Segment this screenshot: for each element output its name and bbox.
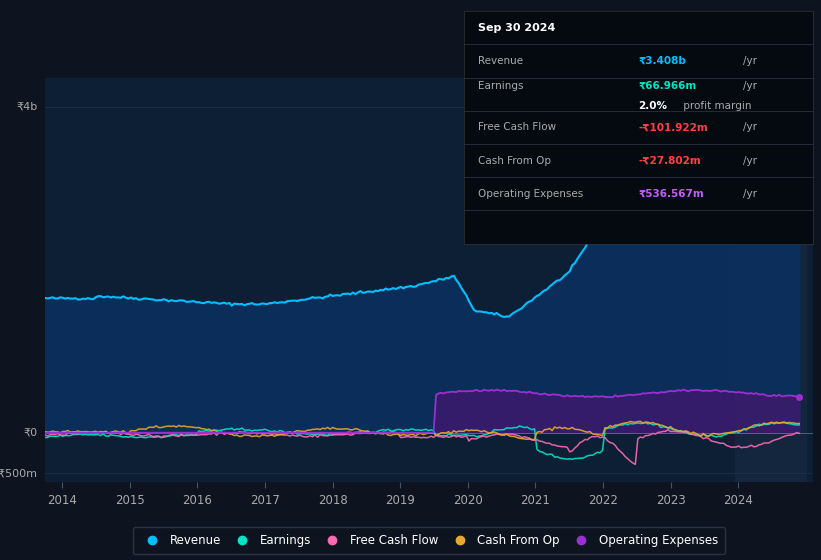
Text: /yr: /yr xyxy=(743,56,757,66)
Text: ₹3.408b: ₹3.408b xyxy=(639,56,686,66)
Text: -₹27.802m: -₹27.802m xyxy=(639,156,701,166)
Text: /yr: /yr xyxy=(743,123,757,132)
Text: profit margin: profit margin xyxy=(680,101,752,111)
Text: ₹66.966m: ₹66.966m xyxy=(639,81,696,91)
Text: Free Cash Flow: Free Cash Flow xyxy=(478,123,556,132)
Bar xyxy=(735,78,806,482)
Text: -₹500m: -₹500m xyxy=(0,469,38,478)
Text: /yr: /yr xyxy=(743,156,757,166)
Text: /yr: /yr xyxy=(743,81,757,91)
Text: 2.0%: 2.0% xyxy=(639,101,667,111)
Legend: Revenue, Earnings, Free Cash Flow, Cash From Op, Operating Expenses: Revenue, Earnings, Free Cash Flow, Cash … xyxy=(133,527,725,554)
Text: Revenue: Revenue xyxy=(478,56,523,66)
Text: ₹0: ₹0 xyxy=(23,428,38,438)
Text: ₹4b: ₹4b xyxy=(16,102,38,112)
Text: -₹101.922m: -₹101.922m xyxy=(639,123,708,132)
Text: Earnings: Earnings xyxy=(478,81,523,91)
Text: ₹536.567m: ₹536.567m xyxy=(639,189,704,199)
Text: Operating Expenses: Operating Expenses xyxy=(478,189,583,199)
Text: /yr: /yr xyxy=(743,189,757,199)
Text: Cash From Op: Cash From Op xyxy=(478,156,551,166)
Text: Sep 30 2024: Sep 30 2024 xyxy=(478,23,555,33)
